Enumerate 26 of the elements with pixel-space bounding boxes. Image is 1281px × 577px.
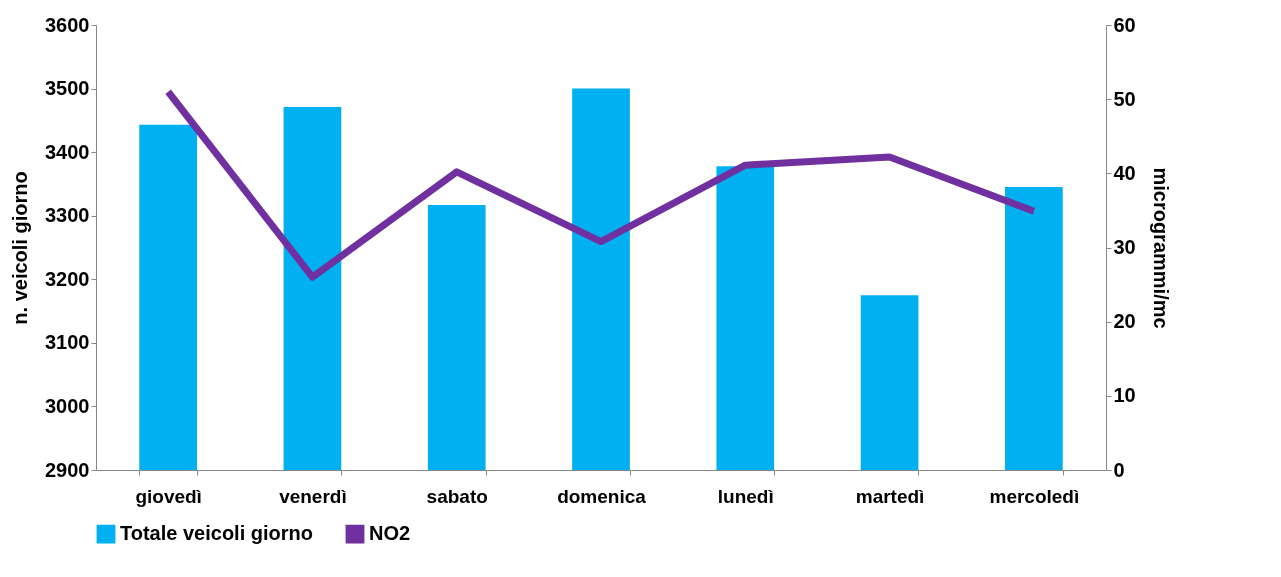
x-tick-label: domenica	[557, 485, 647, 507]
y2-tick-label: 10	[1113, 384, 1136, 407]
y-tick-label: 3600	[45, 13, 90, 36]
y-tick-label: 3000	[45, 394, 90, 417]
y2-tick-label: 50	[1113, 87, 1136, 110]
legend-label: NO2	[369, 522, 411, 545]
y2-tick-label: 40	[1113, 161, 1136, 184]
y2-axis-title: microgrammi/mc	[1149, 167, 1172, 329]
y-tick-label: 3300	[45, 204, 90, 227]
y-tick-label: 2900	[45, 458, 90, 481]
x-tick-label: mercoledì	[989, 485, 1080, 507]
y2-tick-label: 20	[1113, 310, 1136, 333]
y-tick-label: 3100	[45, 331, 90, 354]
y-axis-title: n. veicoli giorno	[9, 171, 32, 325]
x-tick-label: giovedì	[135, 485, 202, 507]
y-tick-label: 3500	[45, 77, 90, 100]
x-tick-label: martedì	[855, 485, 925, 507]
x-tick-label: lunedì	[717, 485, 774, 507]
y-tick-label: 3400	[45, 140, 90, 163]
y-tick-label: 3200	[45, 267, 90, 290]
y2-tick-label: 30	[1113, 236, 1136, 258]
y2-tick-label: 0	[1113, 458, 1125, 481]
x-tick-label: venerdì	[279, 485, 347, 507]
x-tick-label: sabato	[426, 485, 488, 507]
y2-tick-label: 60	[1113, 13, 1136, 36]
legend-label: Totale veicoli giorno	[120, 522, 313, 545]
